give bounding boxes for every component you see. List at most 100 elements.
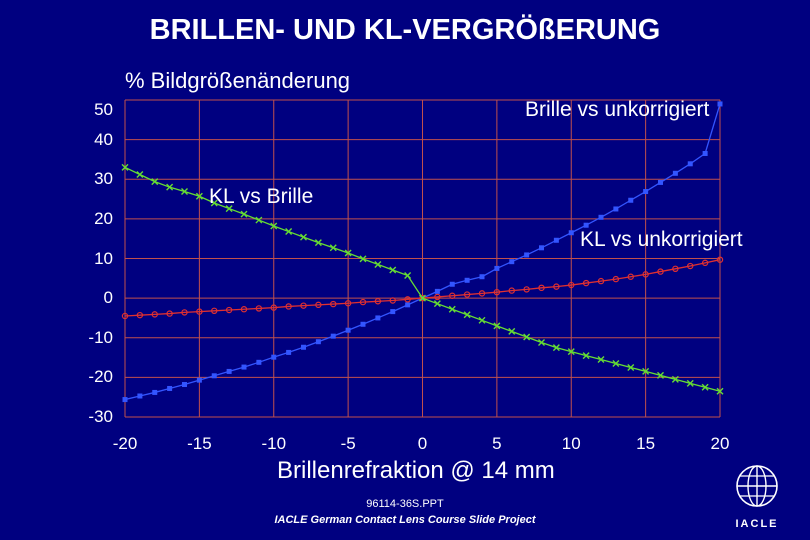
data-point [642, 271, 649, 278]
data-point [255, 305, 263, 312]
data-point [582, 279, 590, 287]
data-point [225, 205, 233, 213]
data-point [613, 206, 619, 212]
data-point [672, 265, 679, 273]
x-tick-label: -15 [187, 434, 212, 453]
data-point [286, 349, 292, 355]
data-point [270, 304, 277, 311]
data-point [151, 311, 158, 318]
data-point [448, 305, 456, 313]
data-point [330, 333, 336, 339]
data-point [716, 256, 724, 263]
data-point [181, 188, 188, 196]
data-point [151, 178, 159, 186]
data-point [390, 309, 396, 315]
data-point [344, 249, 352, 257]
data-point [196, 377, 202, 383]
data-point [627, 363, 635, 371]
logo-text: IACLE [735, 518, 779, 530]
data-point [479, 274, 485, 280]
chart-grid [124, 99, 721, 418]
data-point [285, 228, 293, 236]
data-point [374, 298, 382, 305]
data-point [553, 237, 559, 243]
data-point [389, 297, 396, 304]
x-tick-label: 15 [636, 434, 656, 453]
data-point [181, 309, 188, 316]
data-point [359, 255, 367, 263]
data-point [121, 163, 129, 171]
data-point [374, 260, 382, 268]
data-point [389, 266, 397, 274]
chart-series [121, 101, 724, 403]
data-point [121, 312, 129, 320]
data-point [315, 301, 322, 309]
data-point [478, 290, 486, 297]
data-point [434, 288, 440, 294]
data-point [315, 339, 321, 345]
data-point [612, 360, 620, 368]
data-point [493, 322, 501, 330]
data-point [329, 244, 337, 252]
data-point [568, 281, 575, 289]
data-point [404, 296, 411, 303]
x-tick-label: -10 [261, 434, 287, 453]
data-point [137, 393, 143, 399]
slide-title: BRILLEN- UND KL-VERGRÖßERUNG [149, 14, 661, 46]
data-point [240, 210, 248, 218]
data-point [136, 171, 144, 178]
y-tick-label: 40 [94, 129, 113, 149]
data-point [508, 327, 516, 335]
data-point [210, 199, 218, 207]
data-point [196, 308, 203, 315]
data-point [509, 259, 515, 265]
data-point [166, 310, 173, 317]
data-point [657, 268, 664, 275]
data-point [359, 298, 367, 306]
data-point [464, 277, 470, 283]
annotation-kl-vs-unkorrigiert: KL vs unkorrigiert [580, 228, 743, 251]
data-point [405, 302, 411, 308]
data-point [375, 315, 381, 321]
y-tick-label: 10 [94, 248, 113, 268]
y-axis-label: % Bildgrößenänderung [125, 68, 351, 93]
data-point [285, 303, 292, 310]
data-point [717, 101, 723, 107]
data-point [463, 291, 471, 298]
data-point [330, 300, 337, 308]
data-point [256, 359, 262, 365]
data-point [300, 233, 307, 241]
data-point [241, 364, 247, 370]
data-point [538, 339, 545, 346]
data-point [136, 311, 144, 319]
annotation-brille-vs-unkorrigiert: Brille vs unkorrigiert [525, 98, 710, 121]
data-point [494, 265, 500, 271]
data-point [211, 373, 217, 379]
data-point [314, 239, 322, 247]
x-tick-label: 0 [417, 434, 428, 453]
data-point [166, 183, 174, 191]
data-point [449, 292, 456, 299]
data-point [211, 307, 218, 315]
data-point [478, 316, 486, 324]
annotation-kl-vs-brille: KL vs Brille [209, 185, 314, 208]
y-tick-label: -10 [88, 327, 113, 347]
data-point [419, 294, 426, 302]
data-point [508, 287, 515, 294]
data-point [627, 273, 634, 280]
data-point [701, 383, 709, 391]
data-point [360, 321, 366, 327]
data-point [552, 344, 560, 352]
data-point [523, 333, 531, 341]
data-point [702, 150, 708, 156]
data-point [538, 284, 545, 292]
data-point [433, 300, 441, 308]
x-tick-label: 5 [492, 434, 502, 453]
data-point [716, 387, 724, 395]
data-point [597, 356, 605, 364]
x-tick-label: 20 [710, 434, 730, 453]
y-tick-label: 30 [94, 169, 113, 189]
data-point [271, 354, 277, 360]
data-point [524, 252, 530, 258]
data-point [240, 306, 248, 313]
